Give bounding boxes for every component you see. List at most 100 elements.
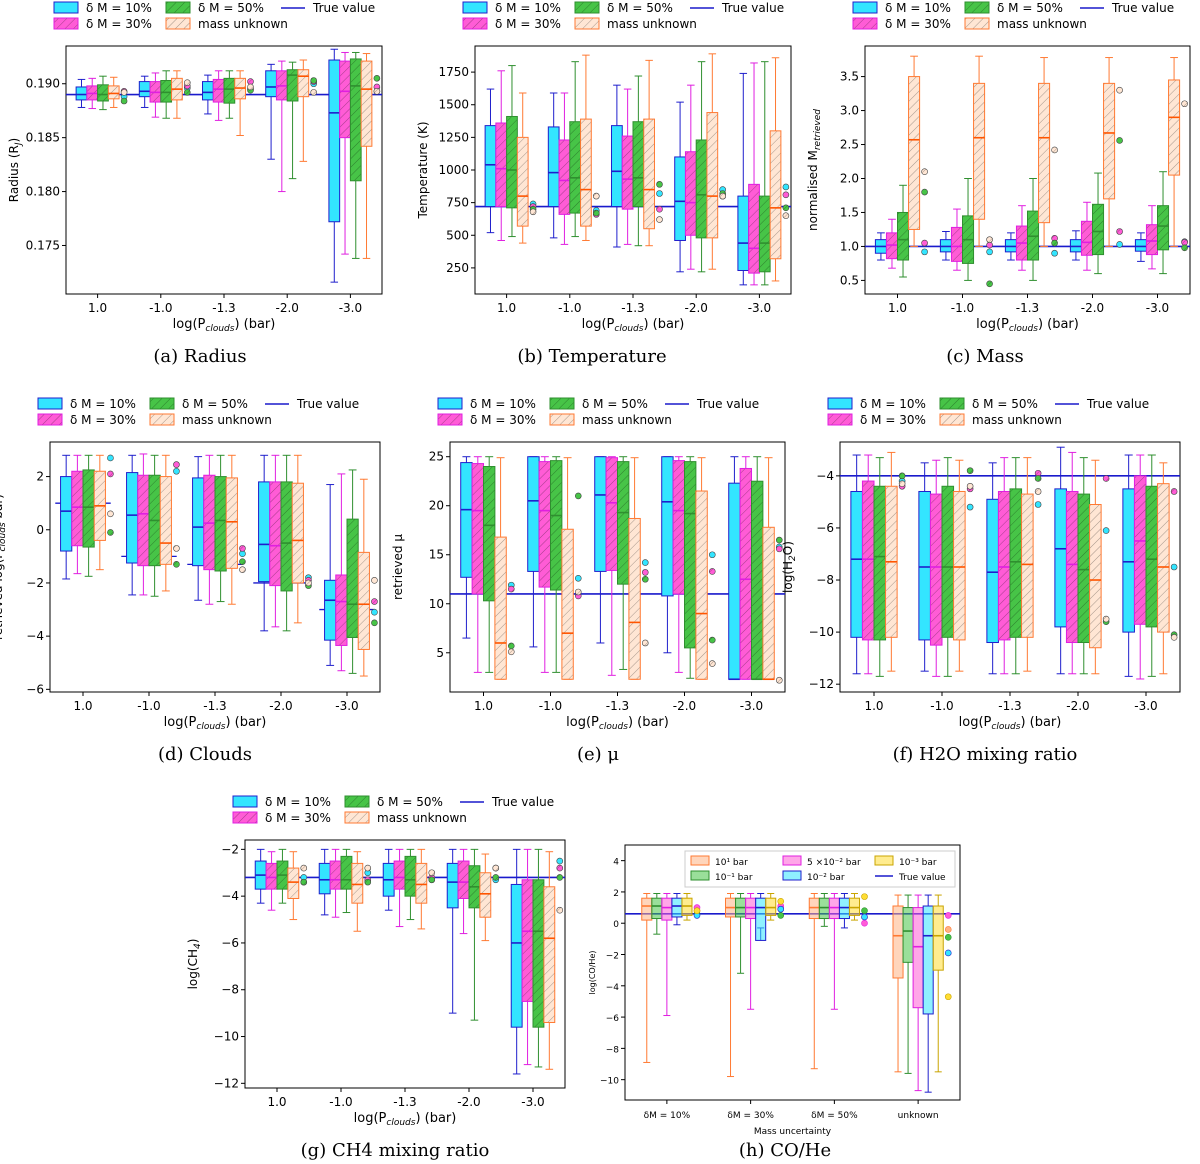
- box: [60, 476, 73, 552]
- outlier-point: [1051, 249, 1058, 257]
- legend-swatch: [964, 1, 990, 14]
- legend-label: δ M = 10%: [86, 1, 152, 15]
- outlier-point: [861, 919, 868, 927]
- legend-swatch: [574, 1, 600, 14]
- legend-swatch: [344, 795, 370, 808]
- x-tick-label: -2.0: [684, 301, 707, 315]
- legend-swatch: [827, 413, 853, 426]
- y-tick-label: 1000: [438, 163, 469, 177]
- x-tick-label: 1.0: [88, 301, 107, 315]
- outlier-point: [300, 878, 308, 886]
- outlier-point: [986, 248, 993, 256]
- y-axis-label: retrieved log(Pclouds bar): [0, 494, 8, 640]
- box: [527, 456, 540, 572]
- outlier-point: [364, 864, 372, 872]
- box: [160, 80, 173, 103]
- x-tick-label: 1.0: [267, 1095, 286, 1109]
- legend-swatch: [53, 1, 79, 14]
- box: [357, 551, 370, 650]
- outlier-point: [708, 636, 716, 644]
- legend-label: mass unknown: [997, 17, 1087, 31]
- legend-label: True value: [491, 795, 554, 809]
- outlier-point: [107, 470, 114, 478]
- box: [674, 156, 686, 241]
- x-tick-label: δM = 30%: [727, 1111, 774, 1121]
- box: [1145, 485, 1159, 628]
- outlier-point: [373, 87, 381, 95]
- legend-label: δ M = 10%: [885, 1, 951, 15]
- box: [558, 139, 571, 215]
- box: [758, 195, 771, 273]
- x-tick-label: -2.0: [275, 301, 298, 315]
- x-tick-label: -1.3: [393, 1095, 416, 1109]
- y-tick-label: −2: [221, 842, 239, 856]
- y-tick-label: −2: [26, 576, 44, 590]
- box: [561, 528, 574, 680]
- outlier-point: [708, 568, 716, 575]
- box: [755, 897, 767, 941]
- panel-mu: 5 10 15 20 25 1.0 -1.0 -1.3 -2.0 -3.0 log(Pclouds)…: [391, 397, 786, 732]
- box: [1134, 239, 1147, 252]
- box: [611, 125, 623, 208]
- legend-label: mass unknown: [972, 413, 1062, 427]
- y-tick-label: −12: [809, 677, 834, 691]
- x-tick-label: -1.0: [930, 699, 953, 713]
- outlier-point: [641, 559, 649, 566]
- box: [902, 907, 914, 963]
- x-axis-label: log(Pclouds) (bar): [976, 317, 1079, 334]
- legend-box: [684, 850, 956, 888]
- outlier-point: [777, 898, 785, 905]
- box: [1145, 224, 1158, 256]
- y-tick-label: −6: [606, 1014, 620, 1024]
- legend-swatch: [549, 397, 575, 410]
- legend-swatch: [690, 870, 710, 881]
- box: [737, 195, 750, 272]
- outlier-point: [1034, 475, 1042, 482]
- box: [1157, 483, 1170, 633]
- outlier-point: [641, 569, 649, 576]
- legend: δ M = 10% δ M = 50% True value δ M = 30% mas…: [462, 1, 784, 31]
- box: [751, 480, 764, 680]
- outlier-point: [173, 467, 180, 475]
- legend-label: True value: [1086, 397, 1149, 411]
- box: [339, 60, 351, 139]
- legend-swatch: [437, 397, 463, 410]
- box: [532, 879, 545, 1028]
- legend-label: δ M = 50%: [607, 1, 673, 15]
- legend-label: 10⁻³ bar: [899, 858, 937, 868]
- y-tick-label: −4: [26, 629, 44, 643]
- y-tick-label: −4: [816, 469, 834, 483]
- box: [351, 862, 364, 904]
- legend-swatch: [549, 413, 575, 426]
- outlier-point: [944, 949, 952, 957]
- legend-swatch: [37, 413, 63, 426]
- legend-label: 10¹ bar: [715, 858, 748, 868]
- legend: δ M = 10% δ M = 50% True value δ M = 30% mas…: [827, 397, 1149, 427]
- outlier-point: [574, 574, 582, 582]
- box: [941, 485, 955, 638]
- legend-label: mass unknown: [198, 17, 288, 31]
- legend-swatch: [964, 17, 990, 30]
- box: [728, 482, 741, 680]
- outlier-point: [120, 89, 128, 96]
- y-tick-label: −6: [221, 936, 239, 950]
- x-tick-label: -1.3: [606, 699, 629, 713]
- box: [739, 467, 752, 680]
- outlier-point: [492, 864, 500, 872]
- y-tick-label: 250: [446, 261, 469, 275]
- y-tick-label: 1500: [438, 98, 469, 112]
- outlier-point: [373, 75, 381, 82]
- box: [291, 482, 304, 584]
- box: [605, 457, 618, 571]
- box: [671, 897, 683, 918]
- y-tick-label: 25: [429, 450, 444, 464]
- y-tick-label: 1.0: [840, 239, 859, 253]
- outlier-point: [641, 575, 649, 583]
- box: [269, 481, 282, 587]
- y-tick-label: 10: [429, 597, 444, 611]
- x-tick-label: -1.3: [621, 301, 644, 315]
- y-tick-label: 3.5: [840, 70, 859, 84]
- outlier-point: [656, 205, 663, 213]
- outlier-point: [556, 864, 564, 872]
- panel-ch4: −12 −10 −8 −6 −4 −2 1.0 -1.0 -1.3 -2.0 -3.0 log(Pcl…: [186, 795, 566, 1128]
